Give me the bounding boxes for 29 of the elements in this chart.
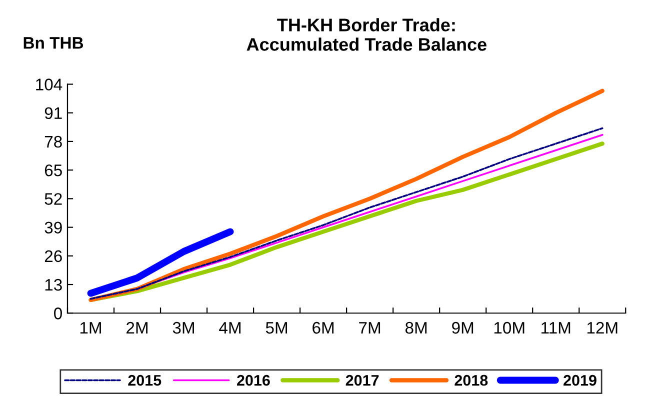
y-tick-label: 39 (44, 222, 62, 234)
x-tick-label: 10M (494, 322, 524, 334)
y-tick-label: 91 (44, 107, 62, 120)
y-axis-title: Bn THB (24, 37, 84, 49)
y-tick-label: 13 (45, 278, 62, 291)
y-tick-label: 0 (54, 308, 62, 320)
y-tick-label: 78 (44, 136, 62, 148)
x-tick-label: 2M (126, 322, 148, 334)
y-tick-label: 65 (44, 164, 62, 176)
x-tick-label: 12M (587, 322, 618, 334)
legend-label: 2018 (454, 374, 488, 386)
legend-label: 2015 (128, 374, 162, 386)
x-tick-label: 11M (542, 322, 570, 334)
x-tick-label: 3M (172, 322, 194, 334)
chart-title: TH-KH Border Trade: Accumulated Trade Balance (246, 18, 486, 51)
legend-label: 2019 (564, 374, 596, 386)
legend-label: 2017 (346, 374, 379, 386)
x-tick-label: 1M (80, 322, 101, 334)
x-tick-label: 9M (452, 322, 474, 334)
x-tick-label: 8M (405, 322, 427, 334)
y-tick-label: 104 (36, 78, 62, 90)
line-series (88, 88, 604, 302)
y-tick-label: 52 (44, 193, 62, 205)
x-tick-label: 4M (219, 322, 240, 334)
y-tick-label: 26 (44, 250, 62, 262)
legend-label: 2016 (237, 374, 270, 386)
x-tick-label: 5M (266, 322, 288, 334)
x-tick-label: 6M (312, 322, 334, 334)
x-tick-label: 7M (359, 322, 380, 334)
